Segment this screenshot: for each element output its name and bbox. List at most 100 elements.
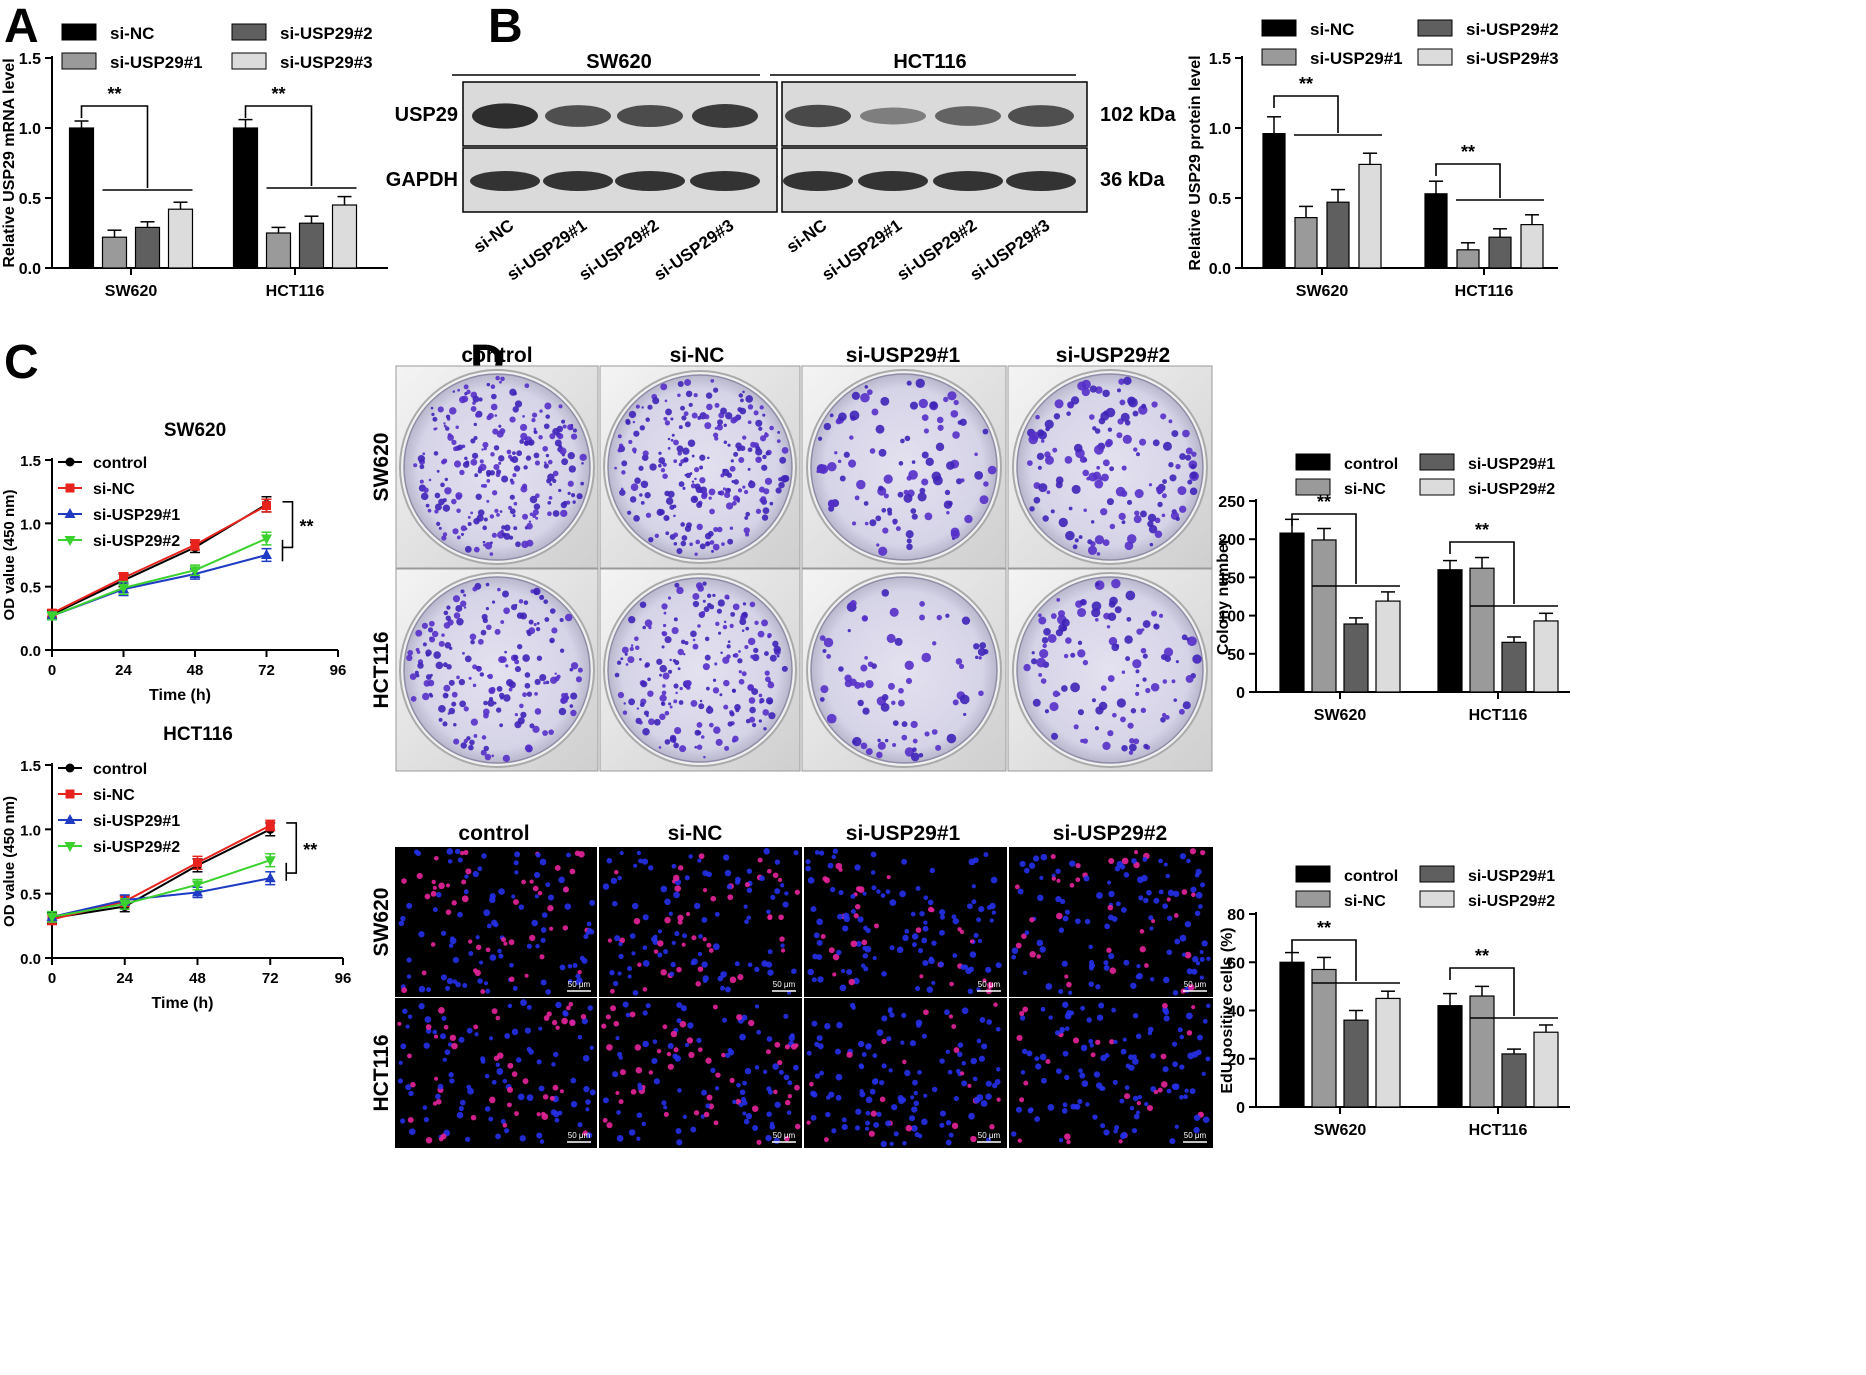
nucleus — [617, 1051, 623, 1057]
y-tick-label: 80 — [1227, 907, 1245, 924]
colony — [543, 599, 549, 604]
colony — [871, 408, 879, 416]
colony — [1162, 479, 1167, 484]
nucleus — [652, 1039, 658, 1044]
colony — [1148, 483, 1153, 487]
nucleus — [539, 1139, 545, 1144]
colony — [849, 410, 860, 421]
colony — [950, 529, 960, 539]
edu-positive-nucleus — [536, 1112, 541, 1117]
nucleus — [1089, 959, 1094, 965]
nucleus — [538, 1085, 545, 1092]
colony — [742, 611, 748, 618]
edu-positive-nucleus — [569, 1019, 576, 1027]
colony — [695, 582, 703, 590]
nucleus — [642, 1010, 648, 1016]
colony — [852, 736, 862, 747]
colony — [409, 673, 417, 680]
colony — [452, 595, 461, 603]
colony — [569, 704, 574, 708]
y-tick-label: 60 — [1227, 955, 1245, 972]
scale-bar-label: 50 μm — [773, 1131, 796, 1140]
bar — [331, 204, 358, 269]
colony — [621, 470, 626, 475]
colony — [1126, 499, 1133, 506]
nucleus — [551, 1062, 556, 1067]
nucleus — [536, 1059, 542, 1065]
colony — [673, 617, 678, 622]
colony — [973, 643, 980, 650]
y-axis-label: OD value (450 nm) — [1, 796, 18, 927]
nucleus — [774, 1101, 781, 1108]
colony — [473, 734, 478, 738]
colony — [1118, 378, 1125, 385]
edu-positive-nucleus — [698, 1047, 703, 1053]
edu-positive-nucleus — [848, 978, 855, 986]
nucleus — [889, 899, 897, 907]
colony — [854, 495, 860, 501]
nucleus — [1019, 860, 1026, 867]
edu-positive-nucleus — [1075, 862, 1081, 869]
colony — [1067, 403, 1073, 409]
nucleus — [408, 1090, 414, 1097]
nucleus — [1136, 964, 1141, 969]
colony — [1145, 687, 1151, 694]
colony — [759, 405, 764, 410]
edu-positive-nucleus — [832, 972, 837, 977]
colony — [446, 664, 452, 670]
colony — [678, 425, 683, 430]
edu-positive-nucleus — [1019, 1010, 1025, 1017]
colony — [1058, 517, 1068, 528]
nucleus — [518, 904, 525, 910]
colony — [459, 469, 465, 476]
nucleus — [780, 943, 785, 948]
colony — [1070, 682, 1080, 693]
nucleus — [1107, 914, 1114, 921]
colony — [1087, 539, 1093, 545]
colony — [1133, 515, 1142, 524]
colony — [1164, 714, 1170, 720]
nucleus — [714, 911, 720, 917]
nucleus — [484, 1106, 491, 1112]
nucleus — [1062, 1050, 1069, 1057]
colony — [717, 491, 722, 495]
colony — [419, 464, 425, 470]
colony — [659, 673, 662, 677]
colony — [1127, 396, 1136, 406]
edu-positive-nucleus — [562, 925, 569, 931]
nucleus — [555, 1001, 562, 1009]
colony — [534, 493, 540, 499]
blot-lane-label: si-NC — [783, 216, 830, 257]
colony — [670, 438, 674, 442]
colony — [762, 507, 770, 514]
nucleus — [922, 925, 929, 932]
nucleus — [972, 857, 979, 864]
colony — [534, 460, 541, 466]
colony — [1154, 530, 1163, 538]
colony — [627, 656, 635, 664]
edu-positive-nucleus — [433, 1034, 439, 1039]
nucleus — [1121, 1131, 1128, 1139]
colony — [1118, 512, 1126, 521]
nucleus — [1011, 954, 1017, 960]
nucleus — [484, 1073, 490, 1079]
edu-positive-nucleus — [532, 885, 539, 892]
nucleus — [1172, 890, 1180, 898]
series-line — [51, 828, 271, 920]
colony — [1092, 471, 1102, 480]
nucleus — [507, 1003, 513, 1009]
edu-positive-nucleus — [820, 934, 826, 939]
colony — [1044, 419, 1054, 429]
colony — [1102, 389, 1110, 398]
scale-bar-label: 50 μm — [568, 1131, 591, 1140]
colony — [634, 636, 639, 642]
nucleus — [989, 902, 996, 910]
nucleus — [684, 875, 690, 881]
colony — [1125, 590, 1136, 601]
colony — [487, 412, 494, 419]
colony — [1093, 444, 1104, 455]
nucleus — [1200, 882, 1206, 888]
colony — [1133, 738, 1140, 745]
x-tick-label: 96 — [330, 662, 347, 679]
y-tick-label: 20 — [1227, 1052, 1245, 1069]
